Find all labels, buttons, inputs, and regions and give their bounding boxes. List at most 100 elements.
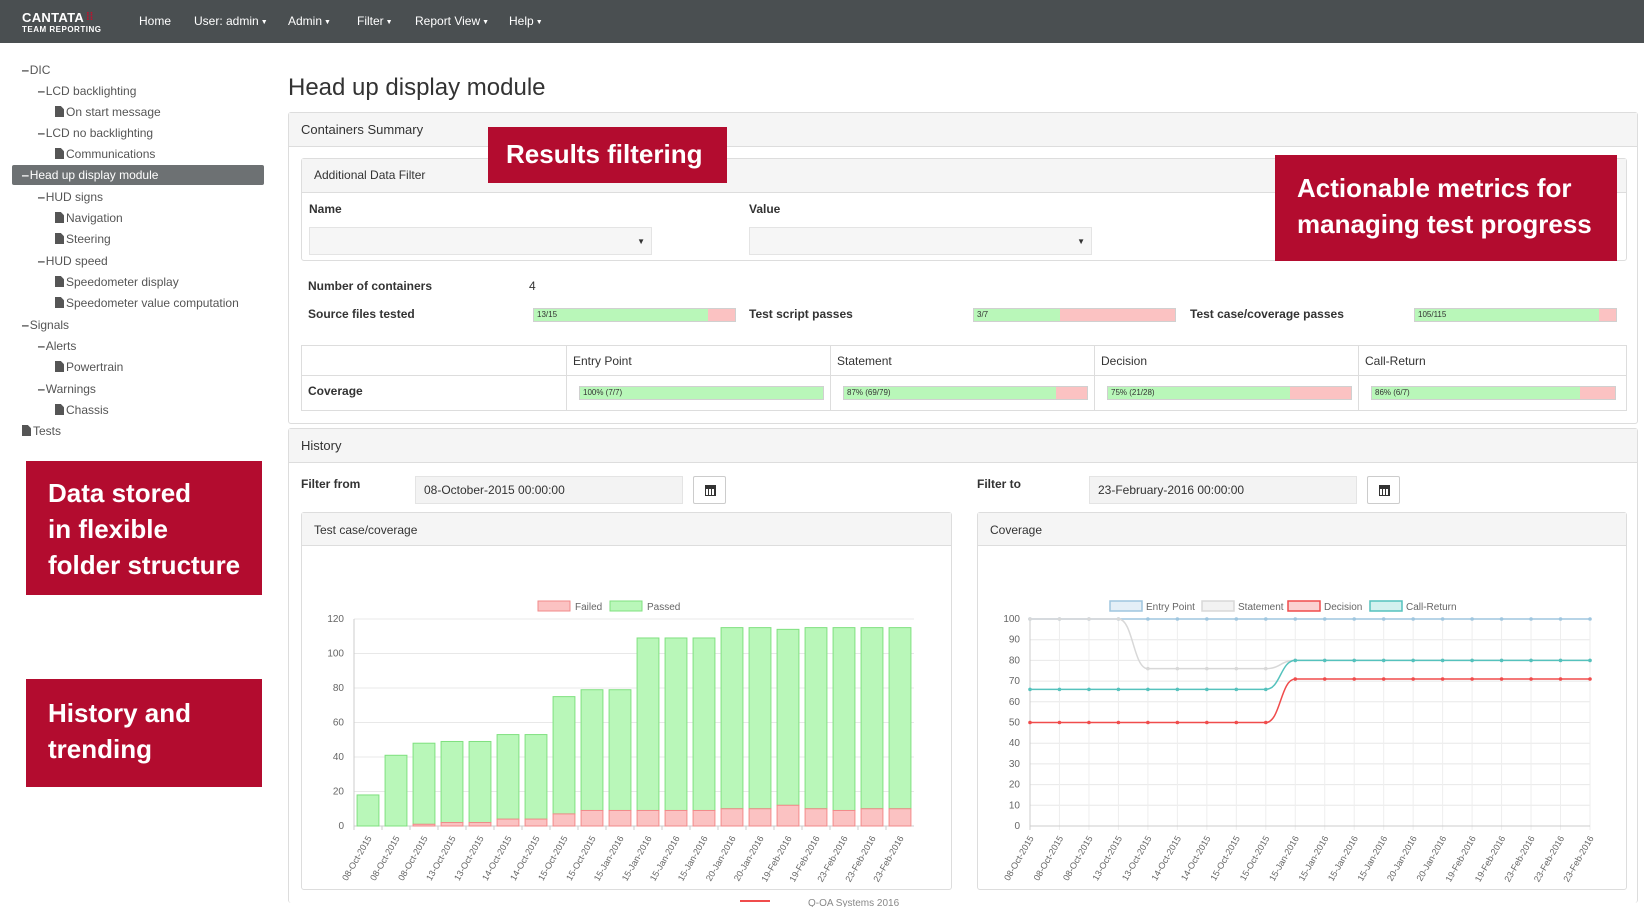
bar-failed [440,822,464,827]
bar-passed [748,627,772,810]
series-point [1558,617,1563,621]
caret-down-icon: ▼ [482,19,490,26]
series-point [1205,687,1209,692]
progress-fill [844,387,1057,399]
filter-to-calendar-button[interactable] [1367,476,1400,504]
collapse-icon[interactable]: ‒ [22,168,29,182]
series-point [1205,666,1209,671]
history-header: History [289,429,1637,463]
tree-item-alerts[interactable]: ‒Alerts [38,336,76,356]
tree-item-warnings[interactable]: ‒Warnings [38,379,96,399]
x-tick-label: 13-Oct-2015 [1120,834,1154,882]
document-icon [55,297,64,308]
series-point [1057,617,1062,621]
tree-item-label: Signals [29,318,70,332]
tree-item-chassis[interactable]: Chassis [55,400,109,420]
coverage-header-call-return: Call-Return [1359,346,1626,376]
collapse-icon[interactable]: ‒ [38,339,45,353]
series-point [1499,658,1504,663]
bar-passed [888,627,912,810]
nav-admin-label: Admin [288,14,323,28]
series-point [1146,666,1150,671]
panel-title: Additional Data Filter [314,168,426,182]
tree-item-lcd-backlighting[interactable]: ‒LCD backlighting [38,81,136,101]
tree-item-lcd-no-backlighting[interactable]: ‒LCD no backlighting [38,123,153,143]
legend-label: Call-Return [1406,602,1457,613]
series-point [1381,617,1386,621]
tree-item-hud-speed[interactable]: ‒HUD speed [38,251,108,271]
bar-failed [580,809,604,827]
series-point [1234,617,1239,621]
tree-item-head-up-display-module[interactable]: ‒Head up display module [12,165,264,185]
coverage-header-statement: Statement [831,346,1095,376]
brand-logo[interactable]: CANTATA TEAM REPORTING ⁞⁞ [22,11,101,35]
series-point [1440,658,1445,663]
collapse-icon[interactable]: ‒ [38,254,45,268]
bar-passed [692,637,716,811]
caret-down-icon: ▼ [535,19,543,26]
filter-from-calendar-button[interactable] [693,476,726,504]
tree-item-navigation[interactable]: Navigation [55,208,123,228]
filter-name-label: Name [309,202,342,216]
y-tick-label: 120 [327,614,344,625]
series-point [1322,617,1327,621]
y-tick-label: 30 [1009,759,1021,770]
series-point [1381,658,1386,663]
tree-item-tests[interactable]: Tests [22,421,61,441]
tree-item-label: On start message [66,105,161,119]
collapse-icon[interactable]: ‒ [38,126,45,140]
bar-failed [888,808,912,827]
nav-admin-menu[interactable]: Admin ▼ [288,14,331,28]
collapse-icon[interactable]: ‒ [38,84,45,98]
tree-item-hud-signs[interactable]: ‒HUD signs [38,187,103,207]
tree-item-powertrain[interactable]: Powertrain [55,357,123,377]
brand-subtitle: TEAM REPORTING [22,25,102,34]
tree-item-on-start-message[interactable]: On start message [55,102,161,122]
collapse-icon[interactable]: ‒ [22,63,29,77]
x-tick-label: 19-Feb-2016 [1443,834,1477,884]
filter-name-select[interactable]: ▼ [309,227,652,255]
collapse-icon[interactable]: ‒ [38,382,45,396]
legend-label: Entry Point [1146,602,1195,613]
y-tick-label: 60 [333,718,345,729]
tree-item-speedometer-value-computation[interactable]: Speedometer value computation [55,293,239,313]
callout-history-trending: History and trending [26,679,262,787]
filter-from-label: Filter from [301,477,361,491]
tree-item-steering[interactable]: Steering [55,229,111,249]
tree-item-speedometer-display[interactable]: Speedometer display [55,272,179,292]
series-point [1352,617,1357,621]
collapse-icon[interactable]: ‒ [38,190,45,204]
callout-actionable-metrics: Actionable metrics for managing test pro… [1275,155,1617,261]
bar-failed [552,813,576,827]
filter-from-input[interactable]: 08-October-2015 00:00:00 [415,476,683,504]
page-title: Head up display module [288,74,546,101]
line-chart-svg: 010203040506070809010008-Oct-201508-Oct-… [1002,600,1596,884]
number-of-containers-value: 4 [529,279,536,293]
tree-item-signals[interactable]: ‒Signals [22,315,69,335]
series-point [1529,617,1533,621]
series-point [1087,687,1091,692]
bar-passed [860,627,884,810]
series-point [1116,687,1121,692]
test-script-passes-label: Test script passes [749,307,853,321]
caret-down-icon: ▼ [385,19,393,26]
nav-home[interactable]: Home [139,14,171,28]
filter-value-select[interactable]: ▼ [749,227,1092,255]
bar-failed [468,822,492,827]
series-point [1411,617,1415,621]
filter-to-input[interactable]: 23-February-2016 00:00:00 [1089,476,1357,504]
nav-filter-menu[interactable]: Filter ▼ [357,14,393,28]
callout-line: folder structure [48,550,241,580]
bar-failed [748,808,772,827]
nav-help-menu[interactable]: Help ▼ [509,14,543,28]
series-point [1146,687,1150,692]
footer-legend-label: Q-OA Systems 2016 [808,898,900,907]
nav-user-menu[interactable]: User: admin ▼ [194,14,268,28]
chart-header: Test case/coverage [302,513,951,546]
tree-item-communications[interactable]: Communications [55,144,155,164]
collapse-icon[interactable]: ‒ [22,318,29,332]
nav-report-view-menu[interactable]: Report View ▼ [415,14,489,28]
bar-failed [636,809,660,827]
legend-label-failed: Failed [575,602,602,613]
tree-item-dic[interactable]: ‒DIC [22,60,50,80]
